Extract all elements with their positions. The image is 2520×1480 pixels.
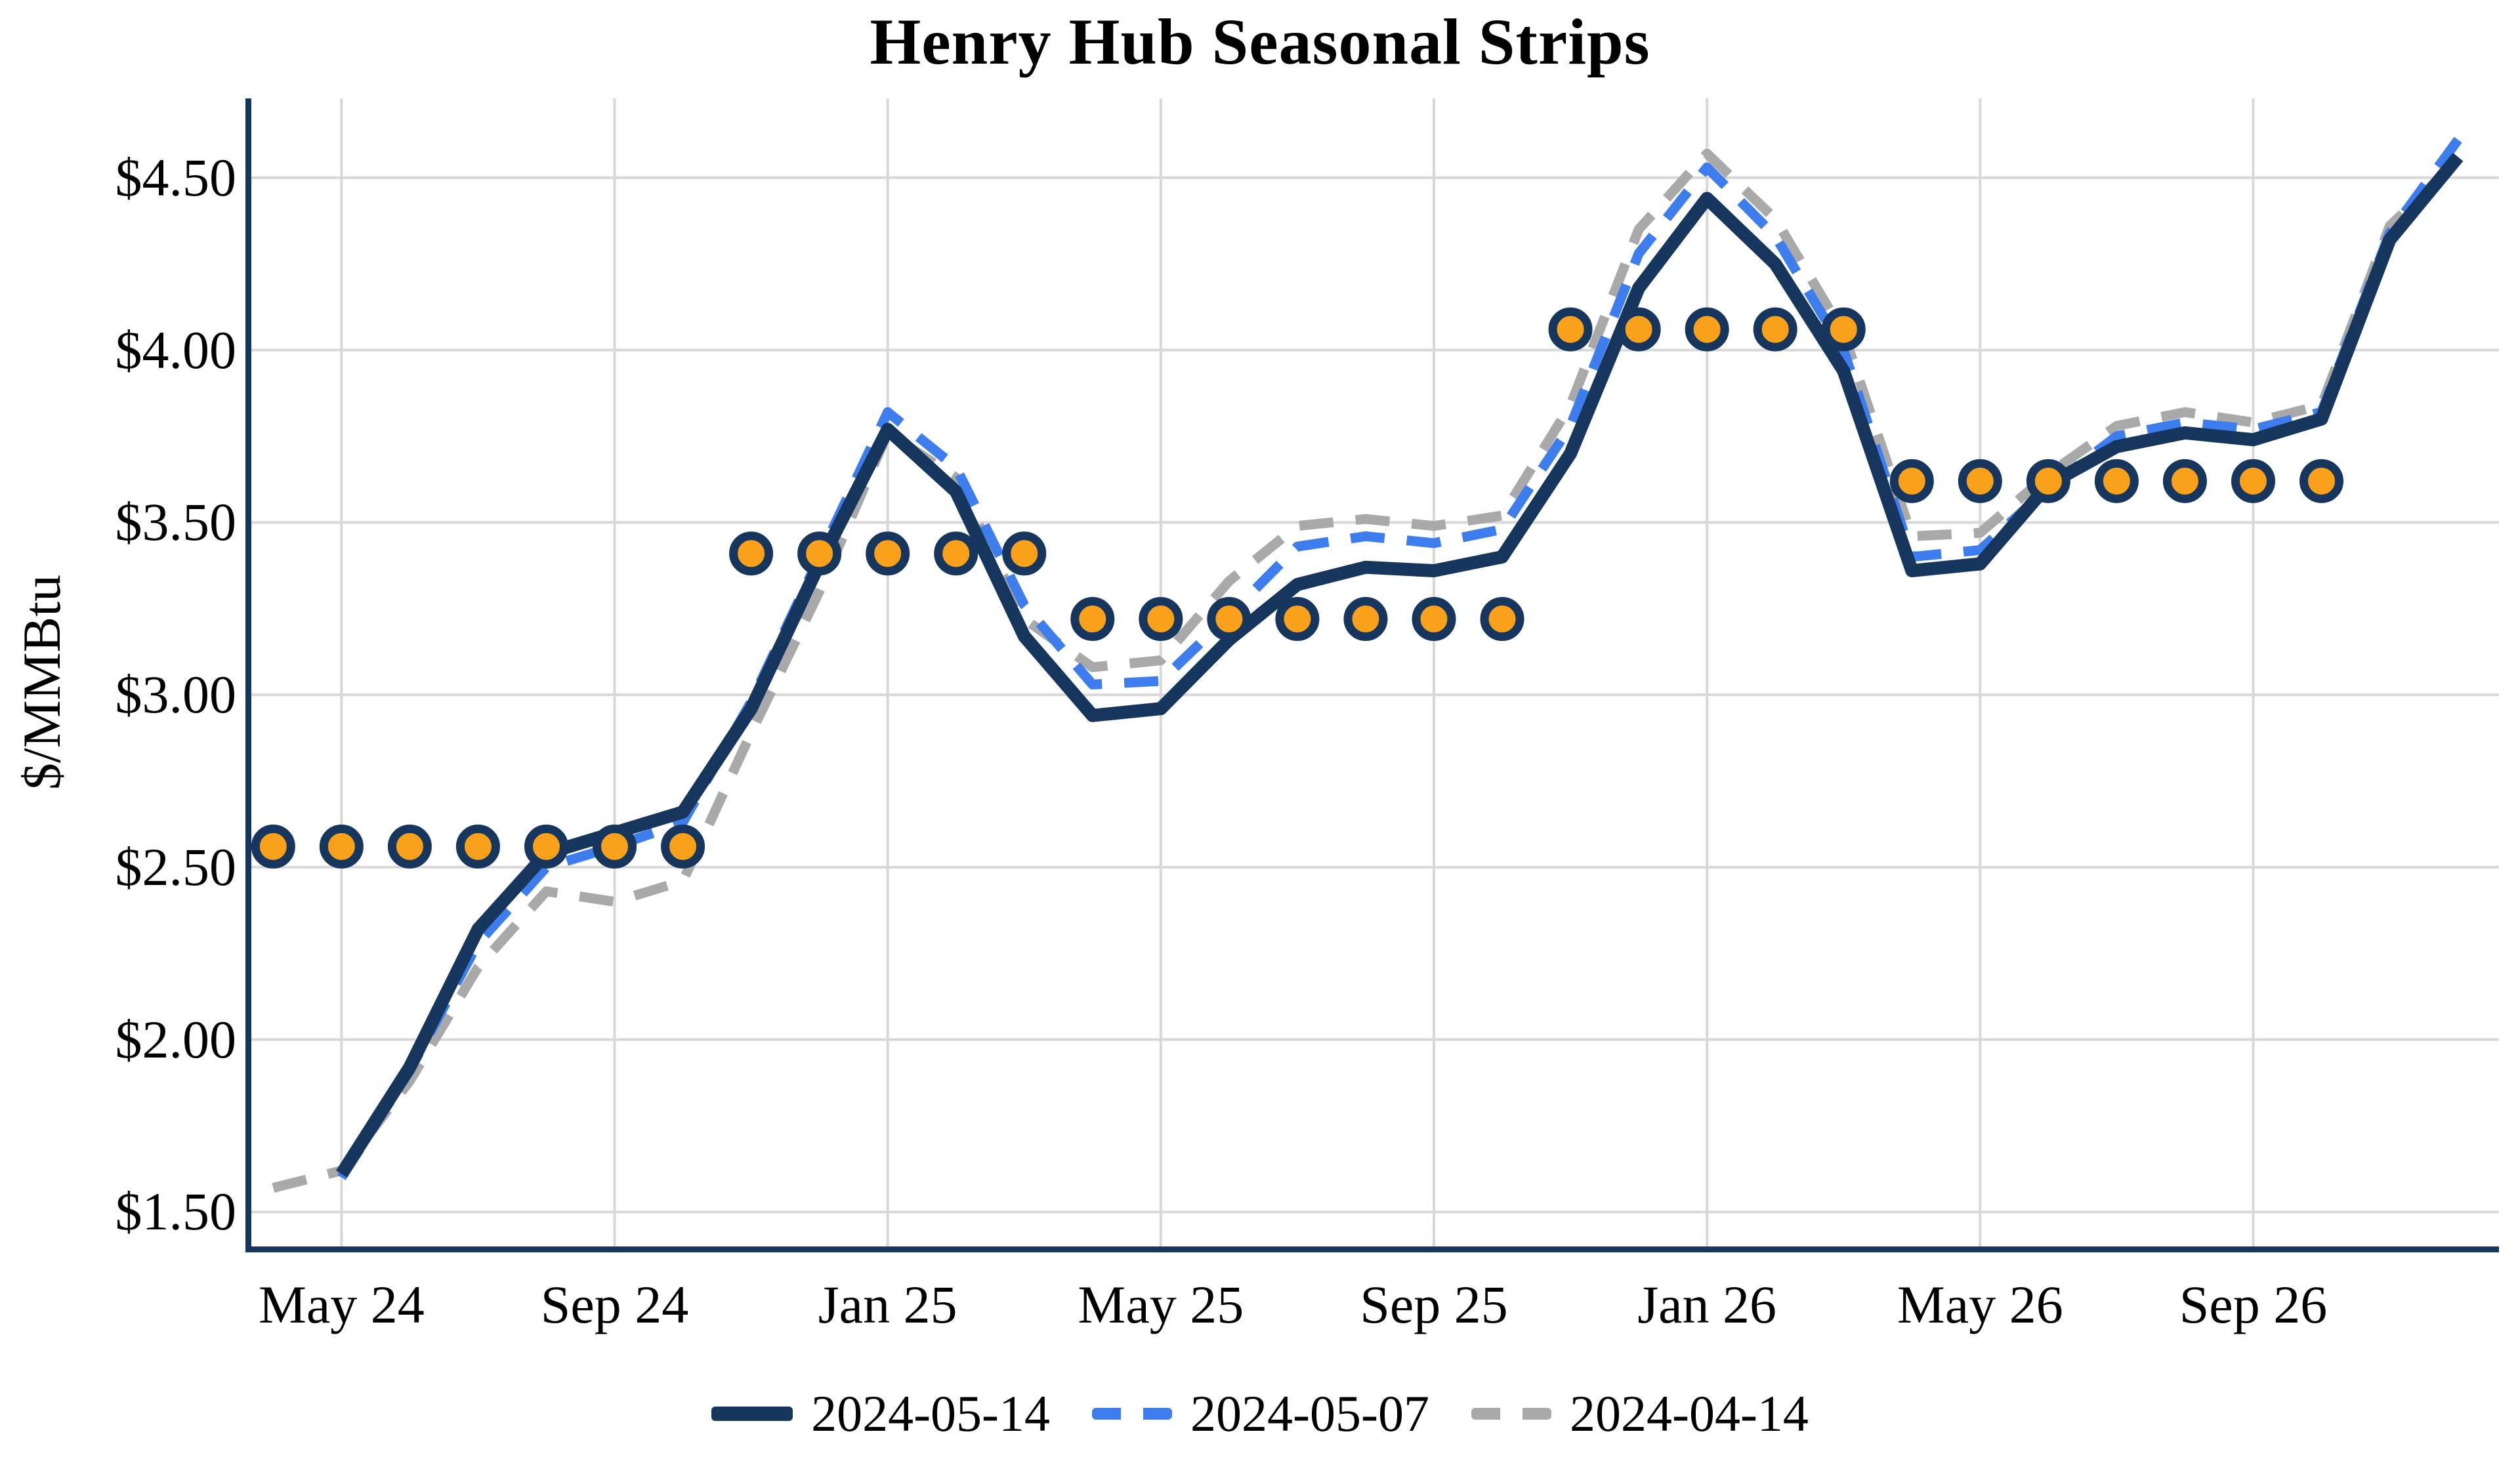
x-tick-label: Sep 26 [2179, 1275, 2328, 1334]
strip-marker [1139, 597, 1183, 642]
strip-marker [2026, 459, 2070, 503]
x-tick-label: Sep 25 [1360, 1275, 1508, 1334]
x-tick-label: May 25 [1078, 1275, 1244, 1334]
strip-marker [797, 531, 842, 576]
strip-marker [1343, 597, 1388, 642]
legend-label: 2024-05-14 [811, 1385, 1051, 1442]
strip-marker [319, 824, 364, 869]
strip-marker [1275, 597, 1320, 642]
legend-swatch [1092, 1408, 1173, 1420]
strip-marker [1958, 459, 2002, 503]
strip-marker [1480, 597, 1524, 642]
series-line-2024-04-14 [272, 148, 2462, 1193]
legend: 2024-05-14 2024-05-07 2024-04-14 [0, 1384, 2520, 1443]
legend-swatch [711, 1407, 793, 1421]
legend-swatch [1471, 1408, 1551, 1420]
x-tick-label: May 24 [258, 1275, 425, 1334]
strip-marker [1616, 307, 1661, 352]
x-tick-label: Jan 26 [1637, 1275, 1777, 1334]
strip-marker [661, 824, 705, 869]
y-axis-spine [245, 98, 251, 1252]
y-tick-label: $4.00 [115, 319, 237, 380]
legend-item-2024-04-14: 2024-04-14 [1471, 1384, 1809, 1443]
strip-marker [729, 531, 774, 576]
chart-title: Henry Hub Seasonal Strips [870, 5, 1650, 78]
strip-marker [1548, 307, 1593, 352]
x-tick-label: Jan 25 [818, 1275, 957, 1334]
x-tick-label: Sep 24 [540, 1275, 689, 1334]
strip-marker [2299, 459, 2343, 503]
x-tick-label: May 26 [1897, 1275, 2063, 1334]
y-tick-label: $3.50 [115, 492, 237, 552]
series-line-2024-05-14 [335, 152, 2464, 1178]
series-line-2024-05-07 [337, 136, 2462, 1180]
x-axis-spine [245, 1246, 2499, 1252]
strip-marker [387, 824, 432, 869]
strip-marker [2094, 459, 2139, 503]
strip-marker [934, 531, 978, 576]
strip-marker [2162, 459, 2207, 503]
legend-item-2024-05-07: 2024-05-07 [1092, 1384, 1429, 1443]
strip-marker [1412, 597, 1456, 642]
y-tick-label: $2.50 [115, 836, 237, 897]
y-tick-label: $3.00 [115, 665, 237, 725]
strip-marker [1207, 597, 1251, 642]
strip-marker [1753, 307, 1797, 352]
strip-marker [2231, 459, 2275, 503]
strip-marker [1685, 307, 1729, 352]
strip-marker [251, 824, 295, 869]
strip-marker [866, 531, 910, 576]
legend-label: 2024-04-14 [1569, 1385, 1809, 1442]
legend-item-2024-05-14: 2024-05-14 [711, 1384, 1050, 1443]
strip-marker [524, 824, 568, 869]
legend-label: 2024-05-07 [1190, 1385, 1429, 1442]
y-tick-label: $1.50 [115, 1182, 237, 1242]
y-tick-label: $2.00 [115, 1009, 237, 1069]
y-tick-label: $4.50 [115, 147, 237, 207]
strip-marker [593, 824, 637, 869]
strip-marker [455, 824, 500, 869]
strip-marker [1070, 597, 1115, 642]
strip-marker [1821, 307, 1866, 352]
strip-marker [1002, 531, 1047, 576]
strip-marker [1889, 459, 1934, 503]
